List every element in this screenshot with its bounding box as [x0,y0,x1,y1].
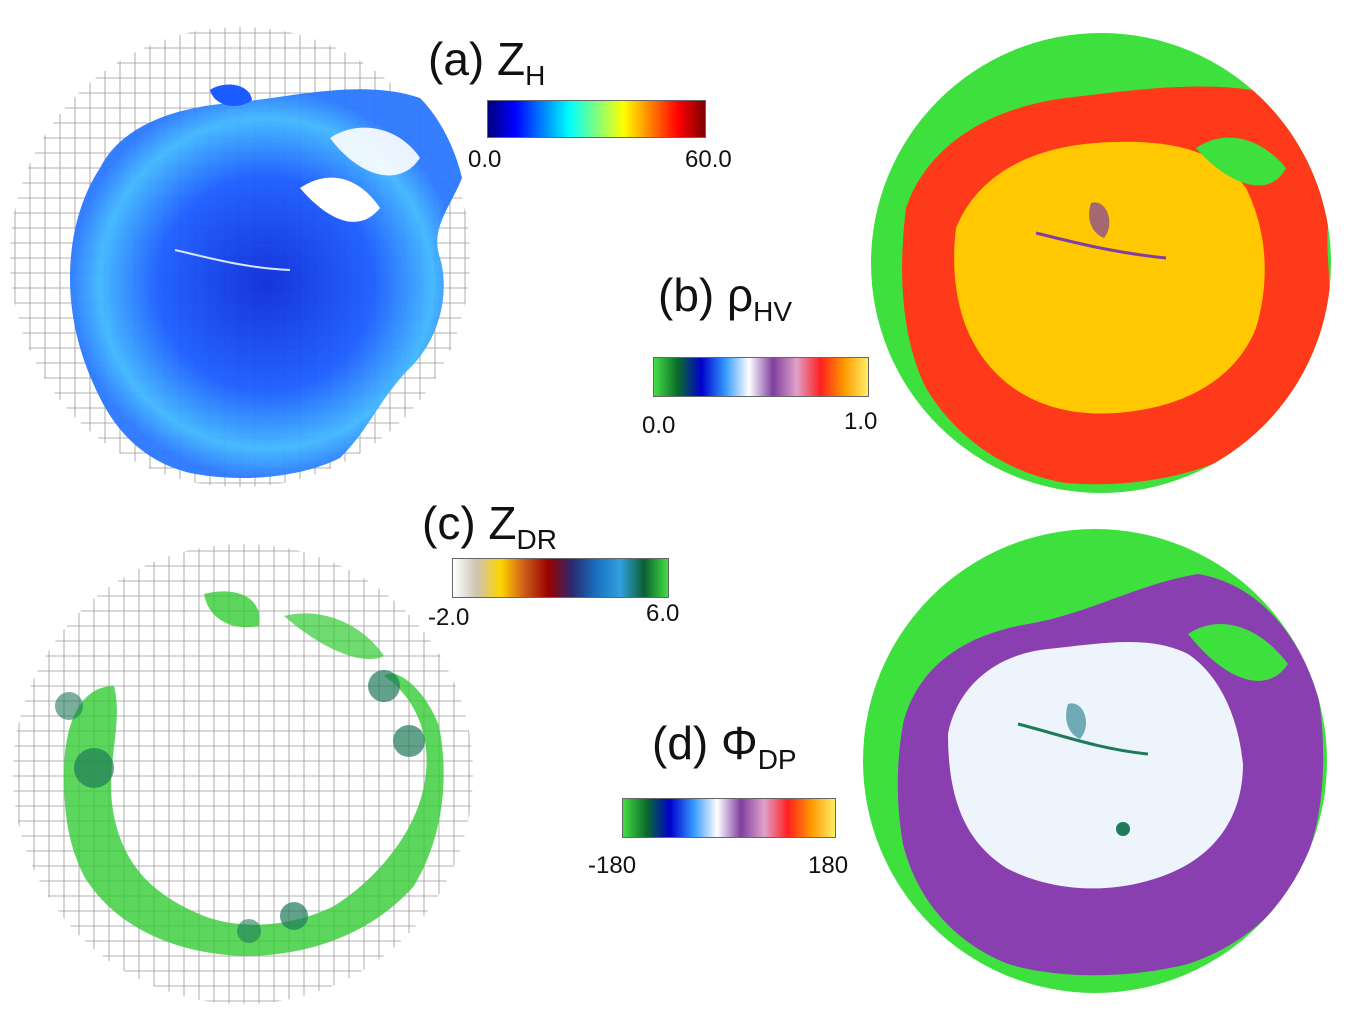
phidp-colorbar-min: -180 [588,852,637,879]
rhohv-title-subscript: HV [753,296,793,327]
zdr-radar-image [13,544,473,1004]
phidp-colorbar-max: 180 [808,852,849,879]
phidp-title-subscript: DP [757,744,797,775]
zh-colorbar-max: 60.0 [685,146,732,173]
zdr-colorbar-max: 6.0 [646,600,680,627]
zh-echo-region [70,89,462,479]
zh-panel-title: (a) ZH [428,36,545,90]
rhohv-inner-region [954,141,1265,414]
phidp-panel-title: (d) ΦDP [652,720,797,774]
phidp-inner-region [948,642,1243,889]
zh-radar-image [10,27,470,487]
rhohv-colorbar [653,357,869,397]
zh-title-prefix: (a) Z [428,33,526,85]
zdr-panel-title: (c) ZDR [422,500,557,554]
rhohv-panel-title: (b) ρHV [658,272,792,326]
zh-title-subscript: H [525,60,546,91]
phidp-title-prefix: (d) Φ [652,717,758,769]
zdr-echo-ring [55,591,444,956]
phidp-colorbar [622,798,836,838]
zdr-title-subscript: DR [516,524,557,555]
zdr-colorbar [452,558,669,598]
rhohv-radar-image [871,33,1331,493]
rhohv-colorbar-max: 1.0 [844,408,878,435]
zh-colorbar-min: 0.0 [468,146,502,173]
rhohv-title-prefix: (b) ρ [658,269,754,321]
zh-colorbar [487,100,706,138]
phidp-radar-image [863,529,1327,993]
rhohv-colorbar-min: 0.0 [642,412,676,439]
zdr-colorbar-min: -2.0 [428,604,470,631]
zdr-title-prefix: (c) Z [422,497,517,549]
